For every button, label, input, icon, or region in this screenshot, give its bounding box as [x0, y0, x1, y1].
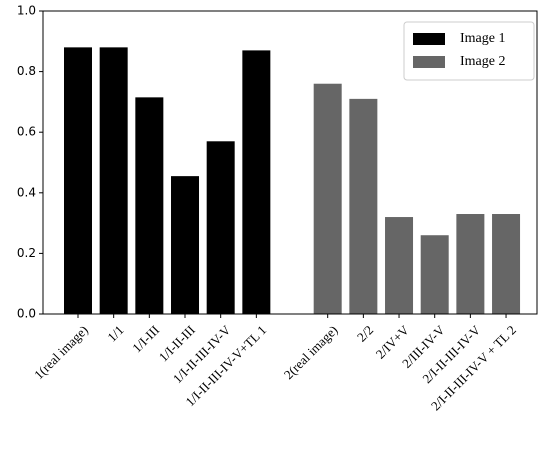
x-tick-label: 2(real image) [281, 322, 341, 382]
x-tick-label: 1/I-III [129, 322, 162, 355]
y-tick-label: 0.8 [17, 64, 36, 78]
bar [385, 217, 414, 314]
y-tick-label: 1.0 [17, 4, 36, 18]
bar [349, 98, 378, 315]
legend-swatch [413, 56, 445, 68]
legend-swatch [413, 33, 445, 45]
y-tick-label: 0.2 [17, 246, 36, 260]
legend: Image 1 Image 2 [403, 21, 535, 81]
legend-label: Image 2 [460, 54, 505, 69]
bar [242, 50, 271, 314]
y-tick-label: 0.6 [17, 125, 36, 139]
bar [135, 97, 164, 314]
bar [492, 214, 521, 314]
bar [171, 176, 200, 314]
bar [99, 47, 128, 315]
x-tick-label: 1(real image) [31, 322, 91, 382]
x-tick-label: 2/2 [354, 322, 376, 344]
bar [456, 214, 485, 314]
y-tick-label: 0.0 [17, 307, 36, 321]
bar [206, 141, 235, 314]
bar [64, 47, 92, 315]
x-tick-label: 1/1 [104, 322, 126, 344]
bar [420, 235, 449, 314]
y-tick-label: 0.4 [17, 185, 36, 199]
legend-label: Image 1 [460, 31, 505, 46]
plot-frame [42, 10, 538, 315]
bar [313, 83, 342, 314]
